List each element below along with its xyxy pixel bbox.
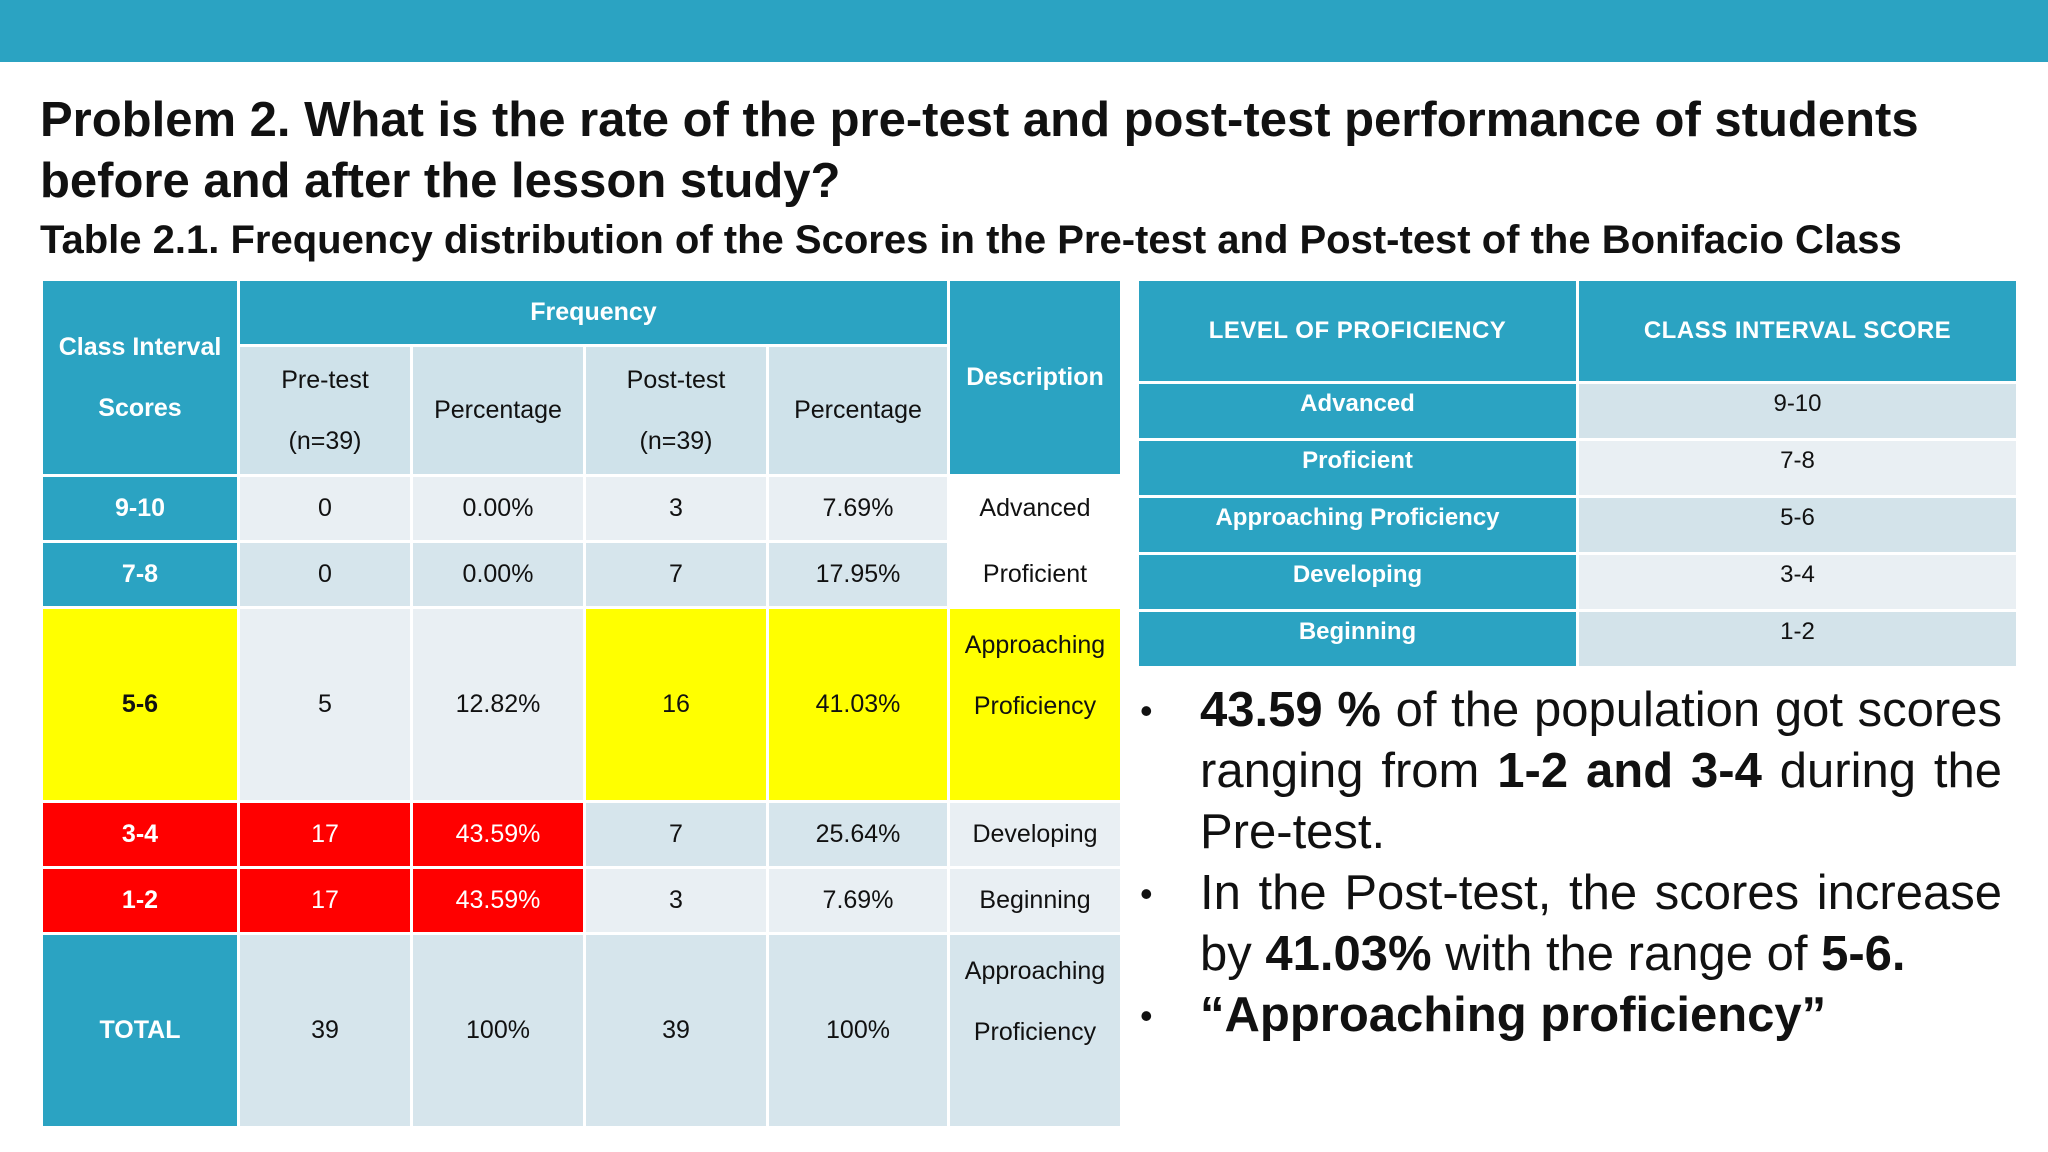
posttest-cell: 16 (583, 606, 769, 803)
description-cell: Approaching Proficiency (947, 606, 1123, 803)
total-pretest: 39 (237, 932, 413, 1129)
score-cell: 1-2 (1576, 609, 2019, 669)
level-cell: Approaching Proficiency (1136, 495, 1579, 555)
header-percentage-post: Percentage (766, 344, 950, 477)
pretest-pct-cell: 43.59% (410, 866, 586, 935)
header-percentage-pre: Percentage (410, 344, 586, 477)
total-label: TOTAL (40, 932, 240, 1129)
table-row: 9-10 0 0.00% 3 7.69% Advanced (40, 474, 1123, 543)
posttest-pct-cell: 25.64% (766, 800, 950, 869)
pretest-pct-cell: 0.00% (410, 474, 586, 543)
level-cell: Developing (1136, 552, 1579, 612)
posttest-cell: 7 (583, 540, 769, 609)
table-row: 1-2 17 43.59% 3 7.69% Beginning (40, 866, 1123, 935)
header-posttest: Post-test (n=39) (583, 344, 769, 477)
total-posttest-pct: 100% (766, 932, 950, 1129)
top-accent-bar (0, 0, 2048, 62)
score-cell: 3-4 (1576, 552, 2019, 612)
proficiency-level-table: LEVEL OF PROFICIENCY CLASS INTERVAL SCOR… (1136, 278, 2019, 669)
interval-cell: 3-4 (40, 800, 240, 869)
slide-heading: Problem 2. What is the rate of the pre-t… (40, 93, 1919, 208)
description-cell: Beginning (947, 866, 1123, 935)
level-cell: Proficient (1136, 438, 1579, 498)
posttest-pct-cell: 7.69% (766, 866, 950, 935)
table-row: 3-4 17 43.59% 7 25.64% Developing (40, 800, 1123, 869)
score-cell: 5-6 (1576, 495, 2019, 555)
description-cell: Developing (947, 800, 1123, 869)
bullet-item: • 43.59 % of the population got scores ra… (1140, 680, 2002, 863)
table-row: Beginning 1-2 (1136, 609, 2019, 669)
posttest-cell: 3 (583, 474, 769, 543)
bullet-dot-icon: • (1140, 873, 1153, 914)
table-row: Approaching Proficiency 5-6 (1136, 495, 2019, 555)
posttest-pct-cell: 41.03% (766, 606, 950, 803)
table-row: 5-6 5 12.82% 16 41.03% Approaching Profi… (40, 606, 1123, 803)
header-description: Description (947, 278, 1123, 477)
pretest-cell: 17 (237, 800, 413, 869)
frequency-distribution-table: Class Interval Scores Frequency Descript… (40, 278, 1123, 1129)
interval-cell: 1-2 (40, 866, 240, 935)
level-cell: Advanced (1136, 381, 1579, 441)
header-class-interval-score: CLASS INTERVAL SCORE (1576, 278, 2019, 384)
description-cell: Advanced (947, 474, 1123, 543)
posttest-pct-cell: 7.69% (766, 474, 950, 543)
bullet-dot-icon: • (1140, 690, 1153, 731)
interval-cell: 5-6 (40, 606, 240, 803)
bullet-item: • “Approaching proficiency” (1140, 985, 2002, 1046)
posttest-cell: 7 (583, 800, 769, 869)
posttest-cell: 3 (583, 866, 769, 935)
table-row: 7-8 0 0.00% 7 17.95% Proficient (40, 540, 1123, 609)
pretest-cell: 0 (237, 474, 413, 543)
total-posttest: 39 (583, 932, 769, 1129)
header-level-of-proficiency: LEVEL OF PROFICIENCY (1136, 278, 1579, 384)
total-description: Approaching Proficiency (947, 932, 1123, 1129)
table-row: Developing 3-4 (1136, 552, 2019, 612)
pretest-pct-cell: 43.59% (410, 800, 586, 869)
total-pretest-pct: 100% (410, 932, 586, 1129)
table-row: Proficient 7-8 (1136, 438, 2019, 498)
score-cell: 7-8 (1576, 438, 2019, 498)
description-cell: Proficient (947, 540, 1123, 609)
total-row: TOTAL 39 100% 39 100% Approaching Profic… (40, 932, 1123, 1129)
header-class-interval: Class Interval Scores (40, 278, 240, 477)
findings-bullet-list: • 43.59 % of the population got scores ra… (1140, 680, 2002, 1046)
posttest-pct-cell: 17.95% (766, 540, 950, 609)
header-frequency: Frequency (237, 278, 950, 347)
bullet-item: • In the Post-test, the scores increase b… (1140, 863, 2002, 985)
pretest-cell: 5 (237, 606, 413, 803)
level-cell: Beginning (1136, 609, 1579, 669)
pretest-cell: 17 (237, 866, 413, 935)
header-pretest: Pre-test (n=39) (237, 344, 413, 477)
table-row: Advanced 9-10 (1136, 381, 2019, 441)
interval-cell: 9-10 (40, 474, 240, 543)
pretest-cell: 0 (237, 540, 413, 609)
pretest-pct-cell: 12.82% (410, 606, 586, 803)
bullet-dot-icon: • (1140, 995, 1153, 1036)
score-cell: 9-10 (1576, 381, 2019, 441)
interval-cell: 7-8 (40, 540, 240, 609)
table-caption: Table 2.1. Frequency distribution of the… (40, 218, 1902, 262)
pretest-pct-cell: 0.00% (410, 540, 586, 609)
